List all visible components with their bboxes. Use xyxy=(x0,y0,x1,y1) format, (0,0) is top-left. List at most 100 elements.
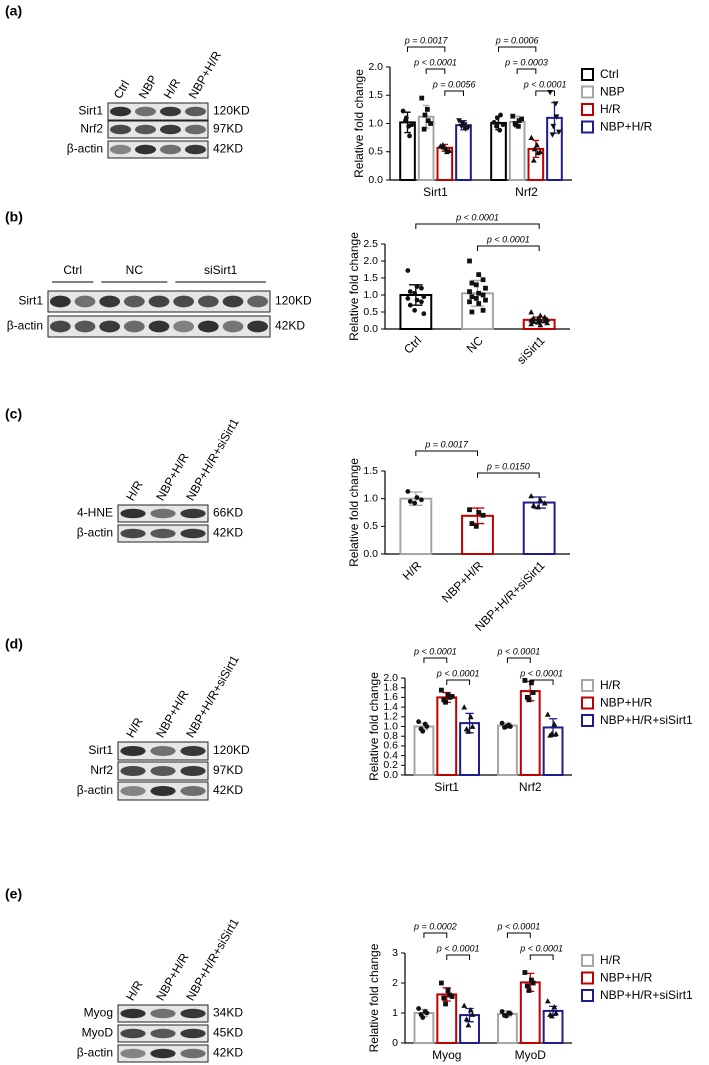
data-point xyxy=(552,101,559,107)
p-value: p = 0.0002 xyxy=(413,921,457,931)
significance-bracket xyxy=(446,954,471,960)
data-point xyxy=(483,285,488,291)
data-point xyxy=(500,122,506,128)
blot-band xyxy=(99,295,121,308)
blot-size: 42KD xyxy=(213,526,243,540)
data-point xyxy=(421,126,427,132)
y-tick-label: 1.0 xyxy=(368,117,383,129)
data-point xyxy=(419,497,424,503)
significance-bracket xyxy=(529,954,554,960)
blot-band xyxy=(160,124,181,135)
significance-bracket xyxy=(425,68,446,74)
y-axis-title: Relative fold change xyxy=(367,943,381,1052)
significance-bracket xyxy=(535,90,555,96)
data-point xyxy=(553,114,560,120)
data-point xyxy=(491,119,497,125)
p-value: p < 0.0001 xyxy=(436,943,480,953)
p-value: p = 0.0017 xyxy=(404,35,449,45)
blot-band xyxy=(150,528,176,539)
blot-size: 120KD xyxy=(275,294,312,308)
x-tick-label: NC xyxy=(464,333,486,355)
blot-band xyxy=(197,295,219,308)
blot-protein: Myog xyxy=(84,1006,113,1020)
bar xyxy=(497,724,518,777)
data-point xyxy=(405,296,411,301)
blot-band xyxy=(120,1028,146,1039)
data-point xyxy=(465,728,472,734)
blot-band xyxy=(180,745,206,757)
blot-band xyxy=(148,295,170,308)
data-point xyxy=(473,296,479,301)
legend-label: H/R xyxy=(600,102,621,116)
blot-size: 45KD xyxy=(213,1026,243,1040)
blot-band xyxy=(185,124,206,135)
data-point xyxy=(461,704,468,710)
data-point xyxy=(467,1007,474,1013)
legend-label: NBP+H/R+siSirt1 xyxy=(600,988,693,1002)
legend-label: NBP xyxy=(600,85,625,99)
data-point xyxy=(412,290,418,296)
blot-band xyxy=(173,320,195,333)
blot-band xyxy=(120,745,146,757)
x-tick-label: H/R xyxy=(400,558,425,583)
data-point xyxy=(467,258,472,264)
data-point xyxy=(519,116,524,122)
blot-band xyxy=(120,785,146,797)
blot-protein: Sirt1 xyxy=(88,743,113,757)
lane-group-label: siSirt1 xyxy=(204,263,238,277)
legend-swatch xyxy=(581,103,594,116)
blot-band xyxy=(150,1048,176,1059)
y-tick-label: 1.0 xyxy=(363,289,378,301)
data-point xyxy=(467,507,472,513)
data-point xyxy=(412,500,418,506)
data-point xyxy=(534,142,540,148)
data-point xyxy=(473,282,479,288)
p-value: p = 0.0017 xyxy=(424,439,469,449)
data-point xyxy=(528,134,535,141)
data-point xyxy=(503,724,509,729)
significance-bracket xyxy=(446,679,471,685)
data-point xyxy=(469,723,476,729)
data-point xyxy=(494,115,500,121)
blot-band xyxy=(185,106,206,117)
x-tick-label: MyoD xyxy=(515,1048,547,1062)
data-point xyxy=(443,699,448,705)
blot-band xyxy=(49,295,71,308)
data-point xyxy=(400,108,406,114)
significance-bracket xyxy=(506,657,531,663)
data-point xyxy=(443,1001,448,1007)
blot-size: 42KD xyxy=(213,1046,243,1060)
lane-label: H/R xyxy=(123,478,146,503)
data-point xyxy=(530,502,537,508)
blot-protein: β-actin xyxy=(7,319,43,333)
blot-band xyxy=(247,295,269,308)
blot-size: 97KD xyxy=(213,763,243,777)
data-point xyxy=(530,980,536,986)
data-point xyxy=(553,1010,559,1016)
legend-swatch xyxy=(581,971,594,985)
data-point xyxy=(526,697,532,703)
data-point xyxy=(403,115,409,121)
x-tick-label: Myog xyxy=(432,1048,461,1062)
blot-band xyxy=(180,1028,206,1039)
blot-band xyxy=(150,508,176,519)
data-point xyxy=(467,289,472,294)
significance-bracket xyxy=(415,223,540,229)
y-tick-label: 0.0 xyxy=(363,323,378,335)
y-tick-label: 0.4 xyxy=(383,749,398,761)
blot-size: 42KD xyxy=(213,142,243,156)
data-point xyxy=(412,307,418,313)
significance-bracket xyxy=(477,472,540,478)
blot-strip xyxy=(107,120,209,139)
blot-size: 42KD xyxy=(213,783,243,797)
data-point xyxy=(424,106,430,112)
y-tick-label: 2.0 xyxy=(368,61,383,73)
p-value: p < 0.0001 xyxy=(455,212,499,222)
p-value: p = 0.0003 xyxy=(504,57,548,67)
blot-strip xyxy=(107,140,209,159)
data-point xyxy=(416,719,421,725)
x-tick-label: siSirt1 xyxy=(514,333,548,367)
blot-size: 66KD xyxy=(213,506,243,520)
legend-swatch xyxy=(581,68,594,81)
p-value: p < 0.0001 xyxy=(519,668,563,678)
